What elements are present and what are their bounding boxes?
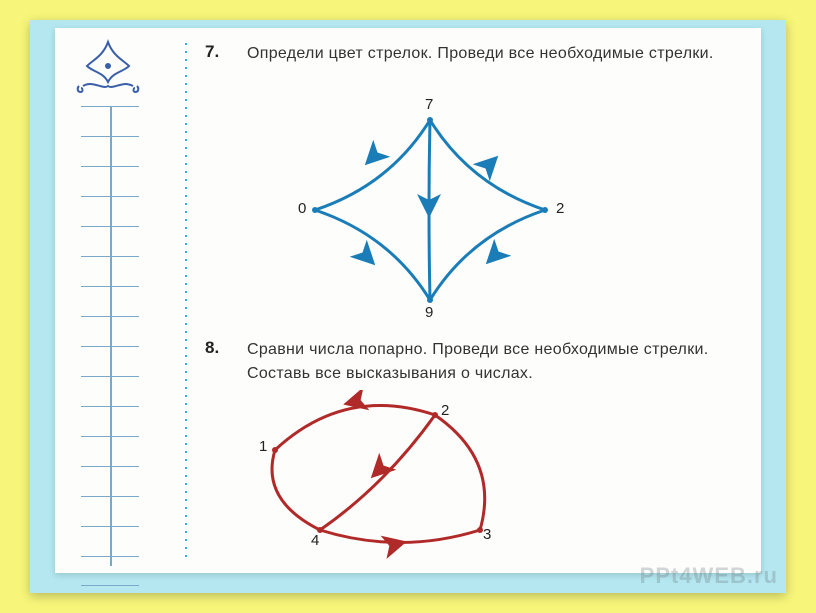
margin-ruler [81, 106, 139, 566]
node-label: 2 [441, 402, 449, 419]
node-label: 0 [298, 200, 306, 217]
node-label: 7 [425, 96, 433, 113]
task-text: Сравни числа попарно. Проведи все необхо… [247, 338, 741, 386]
task-7: 7. Определи цвет стрелок. Проведи все не… [205, 42, 741, 66]
node-label: 4 [311, 532, 319, 549]
slide-frame: 7. Определи цвет стрелок. Проведи все не… [30, 20, 786, 593]
diagram-8: 1 2 3 4 [225, 390, 545, 560]
diagram-7: 7 0 2 9 [270, 100, 590, 320]
task-8: 8. Сравни числа попарно. Проведи все нео… [205, 338, 741, 386]
node-label: 3 [483, 526, 491, 543]
node-label: 2 [556, 200, 564, 217]
node-label: 1 [259, 438, 267, 455]
sidebar [55, 28, 165, 573]
task-number: 8. [205, 338, 219, 358]
page-content: 7. Определи цвет стрелок. Проведи все не… [55, 28, 761, 573]
watermark: PPt4WEB.ru [640, 563, 778, 589]
task-number: 7. [205, 42, 219, 62]
task-text: Определи цвет стрелок. Проведи все необх… [247, 42, 741, 66]
dotted-divider [185, 40, 187, 560]
node-label: 9 [425, 304, 433, 321]
ornament-icon [73, 38, 143, 98]
